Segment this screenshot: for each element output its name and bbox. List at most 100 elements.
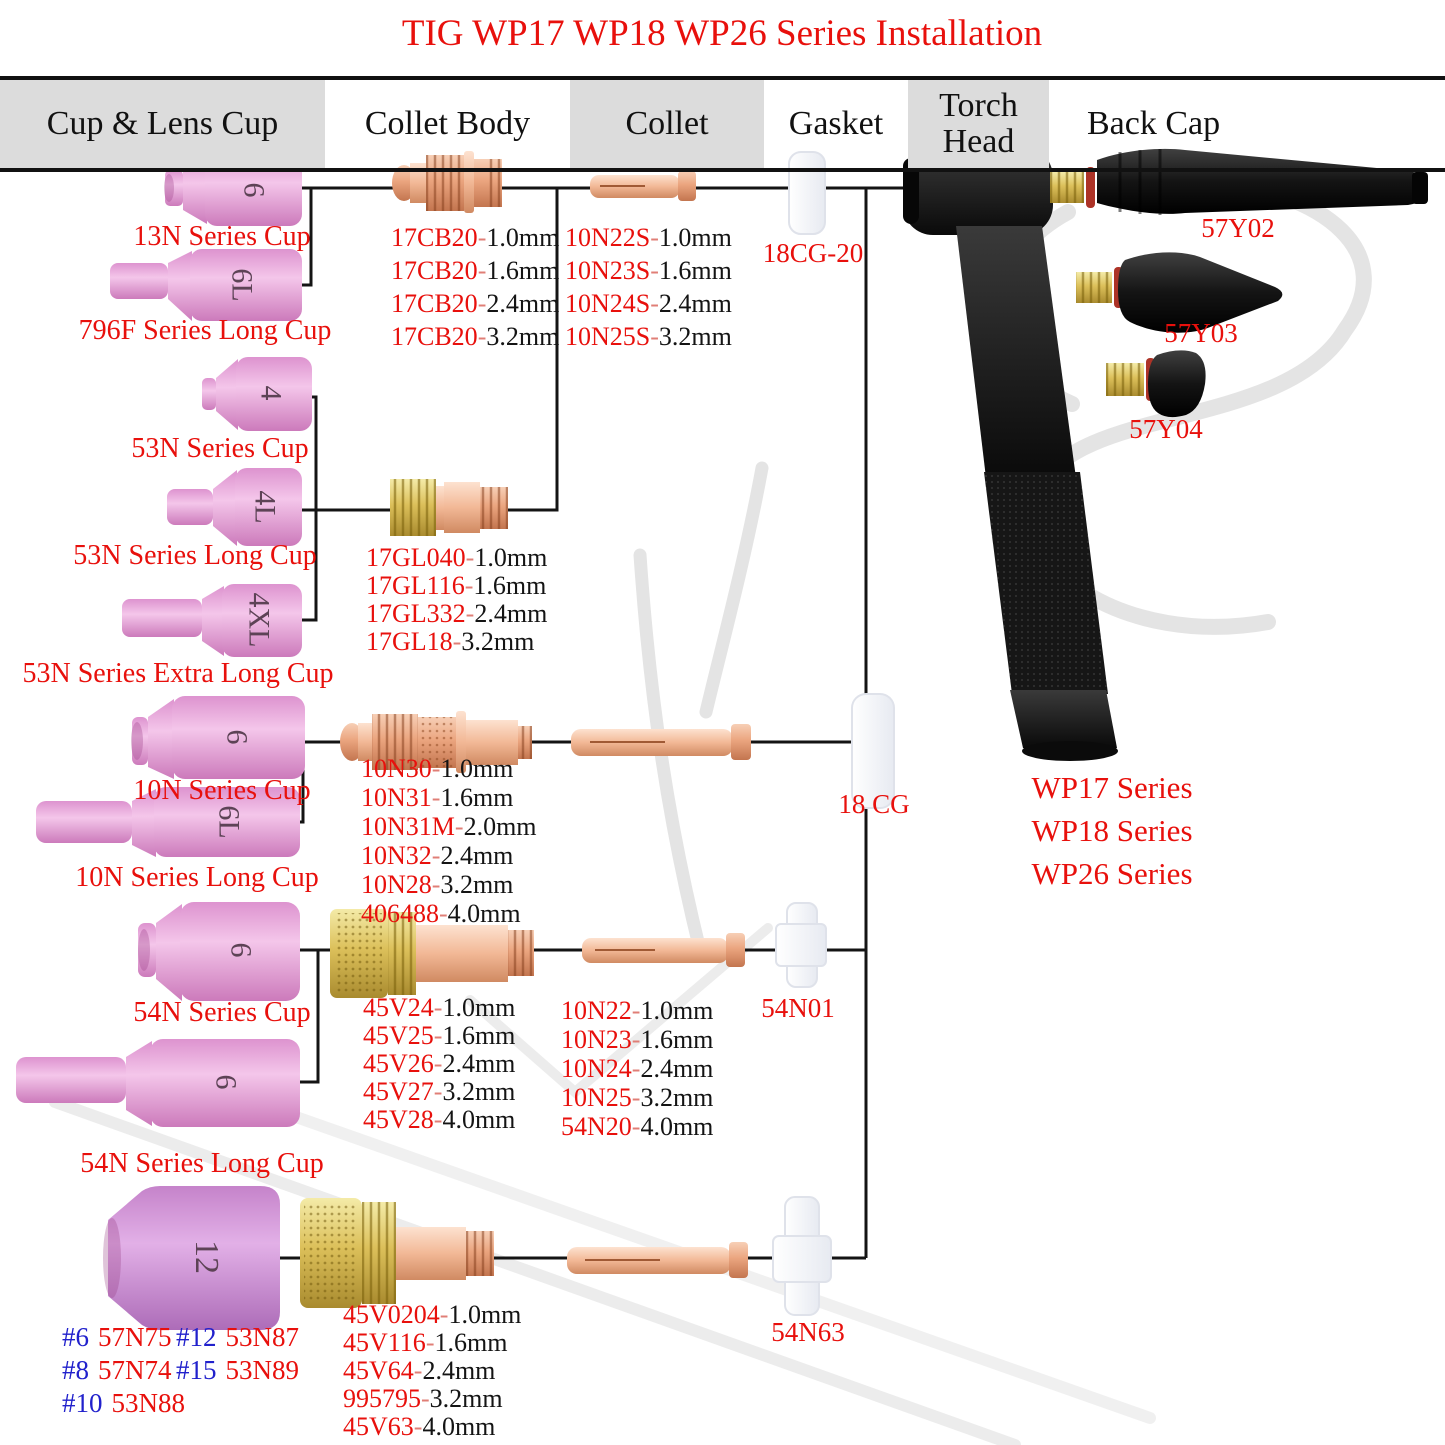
part-size-item: 17GL040-1.0mm — [366, 543, 548, 572]
back-cap-57y02 — [1050, 148, 1428, 215]
part-size: 1.6mm — [440, 782, 514, 812]
part-number: 45V0204 — [343, 1300, 440, 1329]
cup-size-marking: 12 — [188, 1240, 225, 1274]
column-header: Cup & Lens Cup Collet Body Collet Gasket… — [0, 76, 1445, 172]
gasket-18cg-20 — [788, 151, 826, 235]
lens-cup-size-item: #8 57N74 — [62, 1355, 172, 1386]
collet-body-17cb20-sizes: 17CB20-1.0mm 17CB20-1.6mm 17CB20-2.4mm 1… — [391, 221, 559, 353]
gasket-label-54n63: 54N63 — [771, 1317, 845, 1347]
part-number: 53N89 — [225, 1355, 300, 1385]
cup-size-marking: 6 — [225, 943, 258, 958]
part-number: 10N30 — [361, 753, 432, 783]
part-size-item: 10N25S -3.2mm — [565, 321, 732, 351]
cup-10n: 6 — [131, 696, 305, 779]
back-cap-label-57y04: 57Y04 — [1129, 414, 1203, 444]
part-number: 10N22 — [561, 995, 632, 1025]
part-size-item: 45V27-3.2mm — [363, 1077, 516, 1106]
part-size-item: 10N23S -1.6mm — [565, 255, 732, 285]
part-size-item: 10N32-2.4mm — [361, 840, 514, 870]
collet-row3 — [571, 724, 751, 760]
size-number: #8 — [62, 1355, 89, 1385]
gasket-label-18cg-20: 18CG-20 — [762, 238, 864, 268]
cup-53n-long: 4L — [167, 468, 302, 546]
back-cap-label-57y02: 57Y02 — [1201, 213, 1275, 243]
gasket-54n01 — [775, 902, 827, 988]
part-number: 54N20 — [561, 1111, 632, 1141]
cup-size-marking: 6L — [226, 268, 259, 301]
cup-series-label: 10N Series Long Cup — [75, 862, 319, 893]
size-number: #6 — [62, 1322, 89, 1352]
part-number: 45V26 — [363, 1049, 434, 1078]
part-size: 1.0mm — [658, 222, 732, 252]
part-size: 2.4mm — [474, 599, 548, 628]
part-size: 2.0mm — [463, 811, 537, 841]
collet-body-45v0204-sizes: 45V0204-1.0mm 45V116-1.6mm 45V64-2.4mm 9… — [343, 1300, 521, 1441]
collet-10n22-sizes: 10N22-1.0mm 10N23-1.6mm 10N24-2.4mm 10N2… — [561, 996, 713, 1141]
part-size: 2.4mm — [422, 1356, 496, 1385]
part-size-item: 10N22-1.0mm — [561, 995, 714, 1025]
collet-row5 — [567, 1242, 748, 1278]
part-size: 2.4mm — [658, 288, 732, 318]
part-size: 1.6mm — [486, 255, 560, 285]
cup-series-label: 796F Series Long Cup — [78, 315, 332, 346]
part-size: 1.6mm — [434, 1328, 508, 1357]
part-size: 3.2mm — [440, 869, 514, 899]
part-number: 10N32 — [361, 840, 432, 870]
column-header-gasket: Gasket — [788, 105, 884, 143]
cup-53n: 4 — [202, 357, 312, 431]
part-number: 10N23 — [561, 1024, 632, 1054]
part-number: 45V63 — [343, 1412, 414, 1441]
cup-size-marking: 6 — [221, 730, 254, 745]
part-size-item: 45V24-1.0mm — [363, 993, 516, 1022]
part-size-item: 10N23-1.6mm — [561, 1024, 714, 1054]
part-size-item: 17GL116-1.6mm — [366, 571, 547, 600]
part-size-item: 17GL332-2.4mm — [366, 599, 548, 628]
part-number: 10N25S — [565, 321, 651, 351]
part-size: 1.0mm — [640, 995, 714, 1025]
collet-body-10n30 — [340, 711, 532, 773]
part-size: 2.4mm — [440, 840, 514, 870]
collet-10n22s-sizes: 10N22S -1.0mm 10N23S -1.6mm 10N24S -2.4mm 1… — [565, 221, 732, 353]
part-number: 17CB20 — [391, 288, 478, 318]
part-number: 406488 — [361, 898, 439, 928]
part-size: 3.2mm — [640, 1082, 714, 1112]
column-header-collet: Collet — [570, 80, 764, 168]
part-number: 17CB20 — [391, 255, 478, 285]
part-size-item: 17CB20-1.6mm — [391, 255, 560, 285]
part-number: 45V27 — [363, 1077, 434, 1106]
part-size-item: 45V63-4.0mm — [343, 1412, 496, 1441]
o-ring — [1086, 167, 1095, 208]
cup-series-label: 54N Series Long Cup — [80, 1148, 324, 1179]
part-size-item: 45V26-2.4mm — [363, 1049, 516, 1078]
part-number: 17GL116 — [366, 571, 465, 600]
part-size: 3.2mm — [442, 1077, 516, 1106]
collet-body-17gl-gas-lens — [390, 479, 508, 536]
cup-size-marking: 4 — [255, 386, 288, 401]
page-title: TIG WP17 WP18 WP26 Series Installation — [401, 13, 1043, 54]
torch-series-wp26: WP26 Series — [1031, 856, 1193, 891]
part-number: 17GL332 — [366, 599, 466, 628]
torch-series-wp18: WP18 Series — [1031, 813, 1193, 848]
cup-series-label: 53N Series Extra Long Cup — [22, 658, 334, 689]
part-number: 53N88 — [111, 1388, 186, 1418]
collet-row4 — [582, 933, 745, 967]
lens-cup-size-item: #6 57N75 — [62, 1322, 172, 1353]
part-number: 10N24S — [565, 288, 651, 318]
cup-series-label: 13N Series Cup — [133, 221, 311, 252]
part-size-item: 17CB20-2.4mm — [391, 288, 560, 318]
part-size-item: 17GL18-3.2mm — [366, 627, 535, 656]
part-size-item: 45V25-1.6mm — [363, 1021, 516, 1050]
part-size-item: 995795-3.2mm — [343, 1384, 503, 1413]
cup-series-label: 54N Series Cup — [133, 997, 311, 1028]
part-number: 53N87 — [225, 1322, 300, 1352]
back-cap-label-57y03: 57Y03 — [1164, 318, 1238, 348]
cup-size-marking: 6 — [210, 1075, 243, 1090]
part-size: 1.6mm — [658, 255, 732, 285]
part-size-item: 10N24-2.4mm — [561, 1053, 714, 1083]
part-size: 4.0mm — [640, 1111, 714, 1141]
part-size: 2.4mm — [486, 288, 560, 318]
part-number: 10N31 — [361, 782, 432, 812]
part-size: 2.4mm — [640, 1053, 714, 1083]
cup-size-marking: 6 — [238, 183, 271, 198]
